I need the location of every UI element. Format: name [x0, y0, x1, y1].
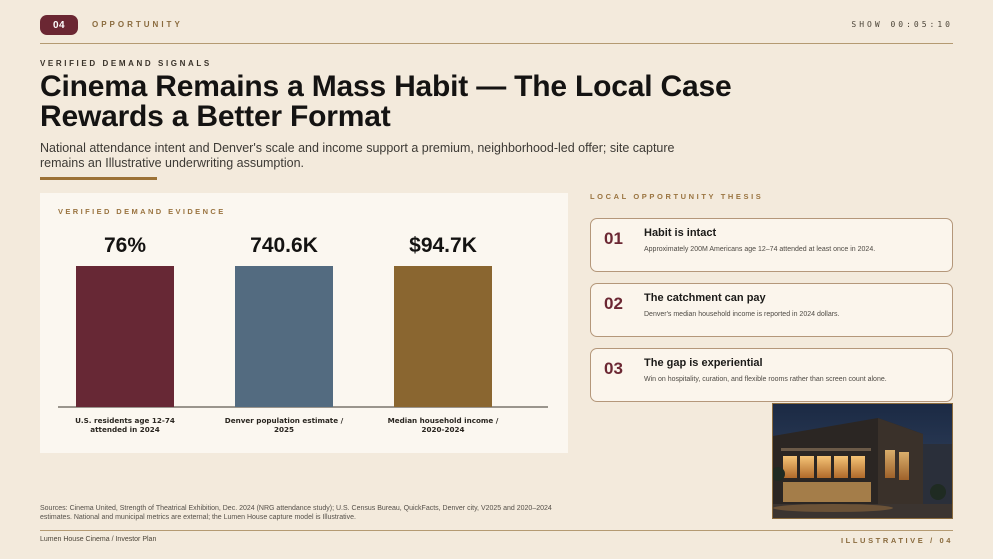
eyebrow-label: VERIFIED DEMAND SIGNALS: [40, 59, 212, 68]
footer-brand: Lumen House Cinema / Investor Plan: [40, 536, 157, 543]
cinema-building-photo: [772, 403, 953, 519]
sources-note: Sources: Cinema United, Strength of Thea…: [40, 505, 552, 521]
thesis-card-body: Win on hospitality, curation, and flexib…: [644, 376, 887, 383]
slide-subtitle: National attendance intent and Denver's …: [40, 141, 675, 170]
category-label: Median household income /: [388, 416, 499, 425]
thesis-card-2: 02 The catchment can pay Denver's median…: [590, 283, 953, 337]
slide-number-badge: 04: [40, 15, 78, 35]
thesis-card-1: 01 Habit is intact Approximately 200M Am…: [590, 218, 953, 272]
slide-title: Cinema Remains a Mass Habit — The Local …: [40, 70, 732, 133]
header-divider: [40, 43, 953, 44]
bar-3: [394, 266, 492, 407]
thesis-card-title: The gap is experiential: [644, 357, 763, 369]
show-timer: SHOW 00:05:10: [851, 20, 953, 29]
footer-divider: [40, 530, 953, 531]
thesis-label: LOCAL OPPORTUNITY THESIS: [590, 192, 764, 201]
thesis-card-body: Denver's median household income is repo…: [644, 311, 840, 318]
thesis-card-3: 03 The gap is experiential Win on hospit…: [590, 348, 953, 402]
bar-value-label: 740.6K: [250, 234, 318, 257]
demand-evidence-panel: VERIFIED DEMAND EVIDENCE 76% U.S. residen…: [40, 193, 568, 453]
chart-title: VERIFIED DEMAND EVIDENCE: [58, 207, 226, 216]
thesis-card-title: Habit is intact: [644, 227, 717, 239]
category-label: attended in 2024: [90, 425, 159, 434]
thesis-card-number: 02: [604, 294, 623, 313]
thesis-card-number: 01: [604, 229, 623, 248]
category-label: 2025: [274, 425, 294, 434]
thesis-card-body: Approximately 200M Americans age 12–74 a…: [644, 246, 876, 253]
bar-1: [76, 266, 174, 407]
thesis-card-title: The catchment can pay: [644, 292, 766, 304]
category-label: Denver population estimate /: [225, 416, 344, 425]
bar-2: [235, 266, 333, 407]
category-label: U.S. residents age 12-74: [75, 416, 175, 425]
thesis-card-number: 03: [604, 359, 623, 378]
bar-value-label: 76%: [104, 234, 146, 257]
bar-value-label: $94.7K: [409, 234, 477, 257]
accent-divider: [40, 177, 157, 180]
footer-page-label: ILLUSTRATIVE / 04: [841, 536, 953, 545]
category-label: 2020-2024: [422, 425, 465, 434]
section-label: OPPORTUNITY: [92, 20, 183, 29]
